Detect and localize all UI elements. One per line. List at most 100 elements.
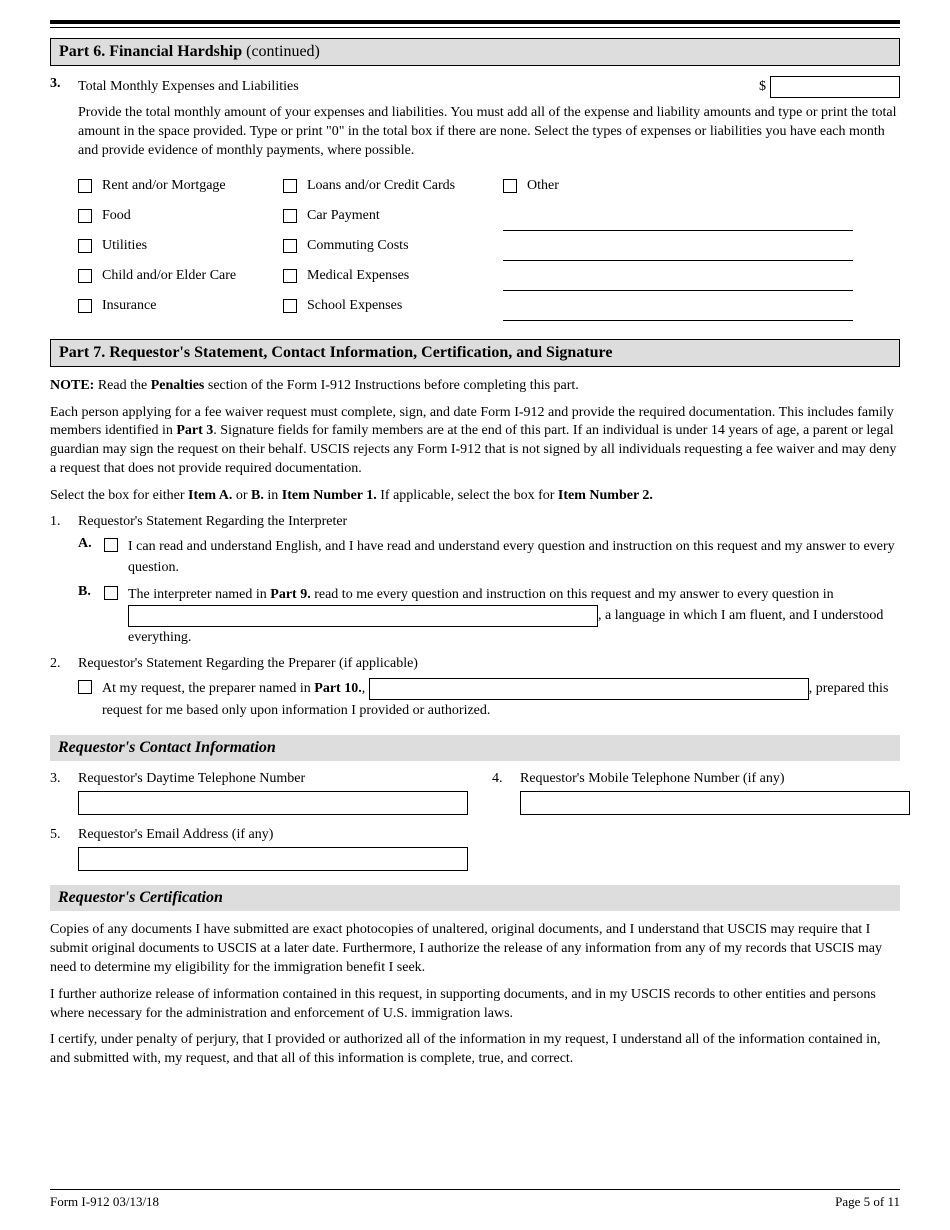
top-thick-rule <box>50 20 900 24</box>
item3-instruction: Provide the total monthly amount of your… <box>78 104 900 161</box>
contact-num4: 4. <box>492 771 520 787</box>
lbl-school: School Expenses <box>307 298 402 314</box>
item1-A-letter: A. <box>78 536 104 552</box>
form-page: Part 6. Financial Hardship (continued) 3… <box>0 0 950 1230</box>
lbl-childcare: Child and/or Elder Care <box>102 268 236 284</box>
item1-num: 1. <box>50 514 78 530</box>
chk-loans[interactable] <box>283 179 297 193</box>
contact-header: Requestor's Contact Information <box>50 735 900 761</box>
item2-label: Requestor's Statement Regarding the Prep… <box>78 656 900 672</box>
chk-childcare[interactable] <box>78 269 92 283</box>
i2-part10: Part 10. <box>314 681 361 696</box>
i2-a: At my request, the preparer named in <box>102 681 314 696</box>
lbl-utilities: Utilities <box>102 238 147 254</box>
part6-continued: (continued) <box>242 43 320 60</box>
top-thin-rule <box>50 27 900 28</box>
expense-col1: Rent and/or Mortgage Food Utilities Chil… <box>78 171 283 321</box>
cert-p3: I certify, under penalty of perjury, tha… <box>50 1031 900 1069</box>
lbl-other: Other <box>527 178 559 194</box>
part7-note: NOTE: Read the Penalties section of the … <box>50 377 900 396</box>
sel-ifapp: If applicable, select the box for <box>377 488 558 503</box>
item1-B-row: B. The interpreter named in Part 9. read… <box>78 584 900 648</box>
part6-header: Part 6. Financial Hardship (continued) <box>50 38 900 66</box>
lbl-car: Car Payment <box>307 208 380 224</box>
part7-para1: Each person applying for a fee waiver re… <box>50 404 900 480</box>
cert-header: Requestor's Certification <box>50 885 900 911</box>
item3-amount-wrap: $ <box>759 76 900 98</box>
contact-row-34: 3. Requestor's Daytime Telephone Number … <box>50 771 900 821</box>
lbl-insurance: Insurance <box>102 298 156 314</box>
lbl-medical: Medical Expenses <box>307 268 409 284</box>
interpreter-language-input[interactable] <box>128 605 598 627</box>
chk-utilities[interactable] <box>78 239 92 253</box>
chk-rent[interactable] <box>78 179 92 193</box>
expense-col2: Loans and/or Credit Cards Car Payment Co… <box>283 171 503 321</box>
sel-a: Select the box for either <box>50 488 188 503</box>
b-text-b: read to me every question and instructio… <box>311 587 834 602</box>
item2-text: At my request, the preparer named in Par… <box>102 678 900 721</box>
total-expenses-input[interactable] <box>770 76 900 98</box>
sel-num1: Item Number 1. <box>282 488 377 503</box>
lbl-rent: Rent and/or Mortgage <box>102 178 226 194</box>
item1-A-row: A. I can read and understand English, an… <box>78 536 900 578</box>
lbl-loans: Loans and/or Credit Cards <box>307 178 455 194</box>
item1-B-letter: B. <box>78 584 104 600</box>
contact-num3: 3. <box>50 771 78 787</box>
item2-num: 2. <box>50 656 78 672</box>
chk-car[interactable] <box>283 209 297 223</box>
note-label: NOTE: <box>50 378 94 393</box>
chk-interpreter[interactable] <box>104 586 118 600</box>
item1-label: Requestor's Statement Regarding the Inte… <box>78 514 900 530</box>
footer-right: Page 5 of 11 <box>835 1194 900 1210</box>
contact-num5: 5. <box>50 827 78 843</box>
item3-number: 3. <box>50 76 78 92</box>
b-part9: Part 9. <box>270 587 310 602</box>
sel-in: in <box>264 488 282 503</box>
expense-checkbox-grid: Rent and/or Mortgage Food Utilities Chil… <box>78 171 900 321</box>
sel-itemA: Item A. <box>188 488 232 503</box>
note-penalties: Penalties <box>151 378 205 393</box>
part7-header: Part 7. Requestor's Statement, Contact I… <box>50 339 900 367</box>
chk-medical[interactable] <box>283 269 297 283</box>
email-input[interactable] <box>78 847 468 871</box>
sel-or: or <box>232 488 251 503</box>
footer-left: Form I-912 03/13/18 <box>50 1194 159 1210</box>
mobile-phone-input[interactable] <box>520 791 910 815</box>
chk-other[interactable] <box>503 179 517 193</box>
dollar-sign: $ <box>759 79 766 94</box>
part6-title: Part 6. Financial Hardship <box>59 43 242 60</box>
lbl-food: Food <box>102 208 131 224</box>
item3-label: Total Monthly Expenses and Liabilities <box>78 79 299 95</box>
lbl-commuting: Commuting Costs <box>307 238 409 254</box>
contact-label5: Requestor's Email Address (if any) <box>78 827 900 843</box>
chk-english[interactable] <box>104 538 118 552</box>
other-line-3[interactable] <box>503 273 853 291</box>
preparer-name-input[interactable] <box>369 678 809 700</box>
page-footer: Form I-912 03/13/18 Page 5 of 11 <box>50 1189 900 1210</box>
chk-school[interactable] <box>283 299 297 313</box>
item1-B-text: The interpreter named in Part 9. read to… <box>128 584 900 648</box>
note-b: section of the Form I-912 Instructions b… <box>204 378 578 393</box>
sel-itemB: B. <box>251 488 264 503</box>
other-line-4[interactable] <box>503 303 853 321</box>
part6-item3-row: 3. Total Monthly Expenses and Liabilitie… <box>50 76 900 98</box>
item1-A-text: I can read and understand English, and I… <box>128 536 900 578</box>
p1-part3: Part 3 <box>176 423 213 438</box>
part7-item1-row: 1. Requestor's Statement Regarding the I… <box>50 514 900 530</box>
daytime-phone-input[interactable] <box>78 791 468 815</box>
b-text-a: The interpreter named in <box>128 587 270 602</box>
contact-label4: Requestor's Mobile Telephone Number (if … <box>520 771 910 787</box>
chk-food[interactable] <box>78 209 92 223</box>
chk-insurance[interactable] <box>78 299 92 313</box>
expense-col3: Other <box>503 171 900 321</box>
part7-title: Part 7. Requestor's Statement, Contact I… <box>59 344 612 361</box>
other-line-1[interactable] <box>503 213 853 231</box>
chk-preparer[interactable] <box>78 680 92 694</box>
item2-stmt-row: At my request, the preparer named in Par… <box>78 678 900 721</box>
part7-select: Select the box for either Item A. or B. … <box>50 487 900 506</box>
other-line-2[interactable] <box>503 243 853 261</box>
sel-num2: Item Number 2. <box>558 488 653 503</box>
cert-p1: Copies of any documents I have submitted… <box>50 921 900 978</box>
part7-item2-row: 2. Requestor's Statement Regarding the P… <box>50 656 900 672</box>
chk-commuting[interactable] <box>283 239 297 253</box>
